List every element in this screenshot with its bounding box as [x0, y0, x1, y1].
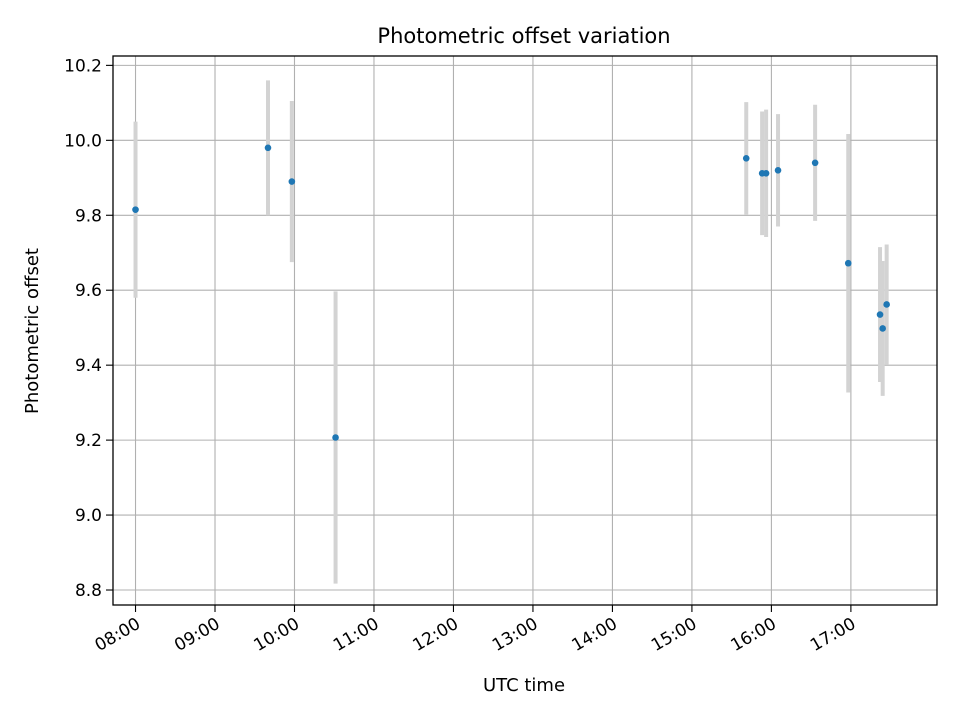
data-point: [742, 155, 750, 162]
chart-title: Photometric offset variation: [377, 24, 670, 48]
plot-frame: [112, 55, 938, 606]
x-axis-label: UTC time: [483, 675, 565, 696]
y-tick-label: 9.2: [75, 431, 102, 451]
y-tick-label: 9.4: [75, 356, 102, 376]
data-point: [264, 144, 272, 152]
data-point: [811, 159, 819, 167]
data-point: [774, 166, 782, 174]
data-point: [332, 434, 339, 441]
grid-lines: [113, 56, 937, 605]
y-tick-label: 8.8: [75, 581, 102, 601]
y-axis-label: Photometric offset: [22, 248, 43, 414]
y-tick-label: 9.8: [75, 206, 102, 226]
data-point: [883, 301, 890, 308]
data-point: [762, 169, 770, 177]
axis-ticks: [106, 64, 852, 612]
data-point: [288, 178, 296, 185]
data-points: [132, 144, 890, 441]
data-point: [876, 311, 884, 318]
data-point: [879, 325, 886, 332]
y-tick-label: 9.6: [75, 281, 102, 301]
y-tick-label: 10.2: [64, 56, 102, 76]
data-point: [844, 259, 852, 267]
y-tick-label: 9.0: [75, 506, 102, 526]
data-point: [132, 206, 139, 213]
y-tick-label: 10.0: [64, 131, 102, 151]
